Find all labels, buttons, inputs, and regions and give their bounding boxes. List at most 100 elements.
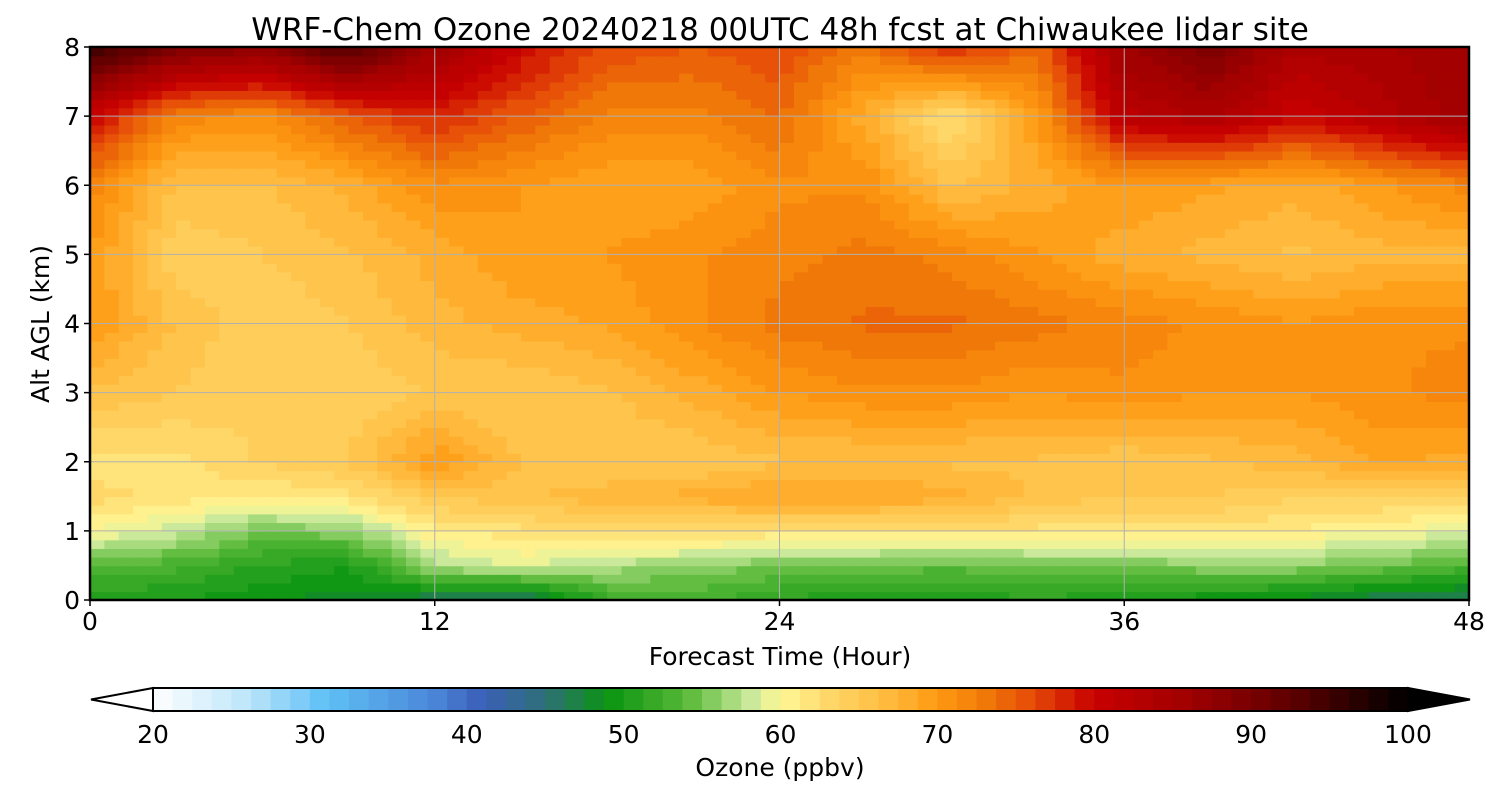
heatmap-cell (362, 392, 379, 403)
heatmap-cell (707, 358, 723, 368)
heatmap-cell (1411, 522, 1427, 532)
heatmap-cell (334, 228, 350, 238)
heatmap-cell (1354, 409, 1370, 420)
heatmap-cell (1339, 193, 1355, 204)
heatmap-cell (319, 565, 335, 575)
heatmap-cell (204, 401, 221, 411)
heatmap-cell (564, 245, 580, 256)
heatmap-cell (822, 314, 838, 325)
heatmap-cell (104, 479, 120, 489)
heatmap-cell (750, 358, 766, 368)
heatmap-cell (765, 211, 781, 221)
heatmap-cell (449, 167, 465, 178)
heatmap-cell (233, 358, 249, 368)
heatmap-cell (1339, 548, 1355, 558)
heatmap-cell (650, 530, 666, 541)
heatmap-cell (822, 530, 838, 541)
heatmap-cell (707, 487, 723, 498)
heatmap-cell (650, 288, 666, 299)
heatmap-cell (406, 306, 422, 316)
heatmap-cell (1023, 202, 1039, 212)
heatmap-cell (233, 591, 249, 600)
heatmap-cell (319, 591, 335, 600)
heatmap-cell (578, 487, 594, 498)
heatmap-cell (707, 211, 723, 221)
heatmap-cell (147, 401, 163, 411)
heatmap-cell (1239, 176, 1255, 187)
heatmap-cell (133, 530, 149, 541)
heatmap-cell (851, 349, 867, 359)
heatmap-cell (750, 219, 766, 230)
heatmap-cell (118, 280, 134, 290)
heatmap-cell (118, 401, 134, 411)
heatmap-cell (822, 263, 838, 273)
heatmap-cell (793, 219, 810, 230)
heatmap-cell (291, 375, 307, 385)
heatmap-cell (1023, 314, 1039, 325)
heatmap-cell (1425, 383, 1442, 394)
heatmap-cell (1267, 591, 1284, 600)
heatmap-cell (1066, 504, 1082, 515)
heatmap-cell (1440, 530, 1456, 541)
heatmap-cell (449, 237, 465, 247)
heatmap-cell (1196, 470, 1212, 480)
heatmap-cell (1325, 288, 1341, 299)
heatmap-cell (506, 383, 522, 394)
heatmap-cell (966, 263, 982, 273)
heatmap-cell (133, 392, 149, 403)
heatmap-cell (722, 375, 738, 385)
heatmap-cell (133, 263, 149, 273)
heatmap-cell (1411, 297, 1427, 308)
heatmap-cell (607, 574, 623, 584)
heatmap-cell (1181, 427, 1197, 437)
heatmap-cell (1425, 245, 1442, 256)
heatmap-cell (1224, 150, 1240, 161)
heatmap-cell (492, 211, 508, 221)
heatmap-cell (1440, 176, 1456, 187)
heatmap-cell (880, 401, 896, 411)
heatmap-cell (1066, 237, 1082, 247)
heatmap-cell (765, 297, 781, 308)
heatmap-cell (851, 332, 867, 342)
heatmap-cell (994, 306, 1011, 316)
heatmap-cell (176, 314, 192, 325)
heatmap-cell (406, 288, 422, 299)
heatmap-cell (865, 176, 881, 187)
heatmap-cell (1038, 383, 1054, 394)
heatmap-cell (133, 323, 149, 333)
heatmap-cell (765, 280, 781, 290)
heatmap-cell (90, 159, 106, 169)
heatmap-cell (1152, 375, 1169, 385)
heatmap-cell (664, 565, 680, 575)
heatmap-cell (1023, 470, 1039, 480)
heatmap-cell (535, 582, 551, 593)
heatmap-cell (621, 306, 637, 316)
heatmap-cell (348, 461, 364, 472)
heatmap-cell (233, 323, 249, 333)
heatmap-cell (1425, 453, 1442, 463)
heatmap-cell (592, 530, 608, 541)
heatmap-cell (779, 427, 795, 437)
heatmap-cell (219, 254, 235, 264)
heatmap-cell (161, 487, 177, 498)
heatmap-cell (1138, 530, 1154, 541)
heatmap-cell (1454, 487, 1469, 498)
heatmap-cell (535, 548, 551, 558)
heatmap-cell (1440, 349, 1456, 359)
heatmap-cell (937, 513, 953, 524)
heatmap-cell (1382, 409, 1398, 420)
heatmap-cell (779, 470, 795, 480)
heatmap-cell (722, 591, 738, 600)
heatmap-cell (391, 574, 407, 584)
heatmap-cell (104, 513, 120, 524)
heatmap-cell (1152, 513, 1169, 524)
heatmap-cell (1382, 297, 1398, 308)
heatmap-cell (291, 392, 307, 403)
heatmap-cell (980, 539, 996, 549)
heatmap-cell (1454, 228, 1469, 238)
heatmap-cell (492, 176, 508, 187)
heatmap-cell (765, 383, 781, 394)
heatmap-cell (449, 254, 465, 264)
heatmap-cell (1454, 193, 1469, 204)
heatmap-cell (1210, 150, 1226, 161)
